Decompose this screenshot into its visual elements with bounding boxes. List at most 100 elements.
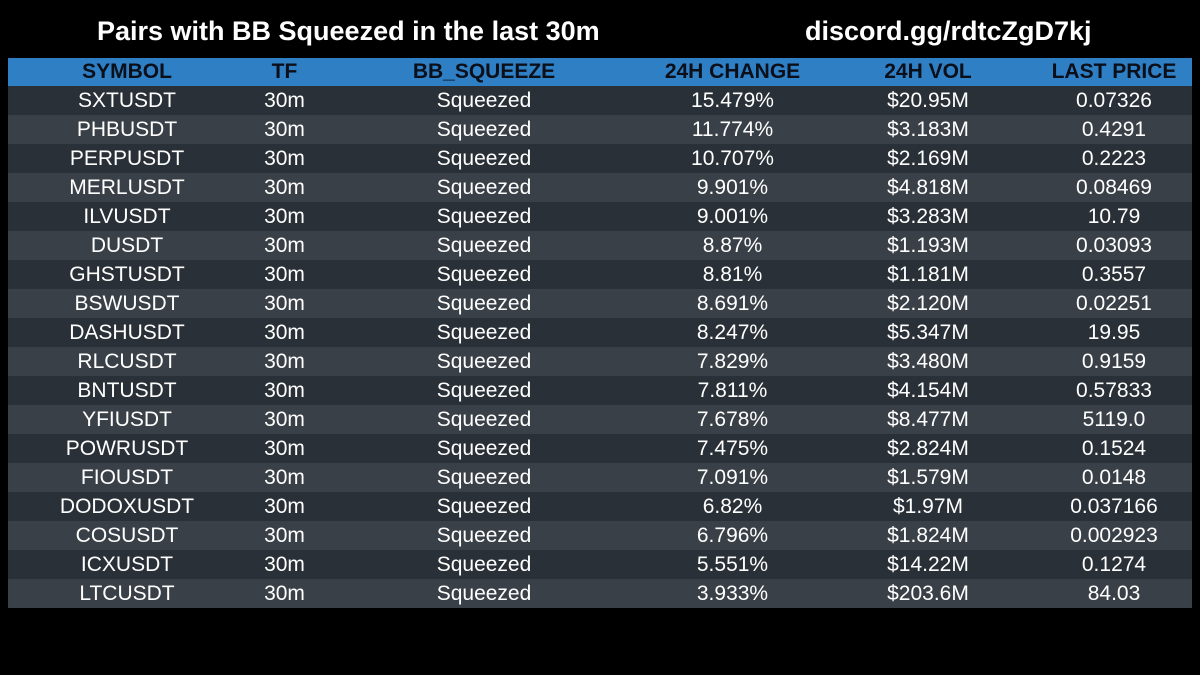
cell-tf: 30m bbox=[264, 291, 305, 315]
cell-symbol: RLCUSDT bbox=[77, 349, 177, 373]
cell-tf: 30m bbox=[264, 320, 305, 344]
cell-bb-squeeze: Squeezed bbox=[436, 175, 532, 199]
table-row[interactable]: DUSDT 30m Squeezed 8.87% $1.193M 0.03093 bbox=[8, 231, 1192, 260]
table-row[interactable]: COSUSDT 30m Squeezed 6.796% $1.824M 0.002923 bbox=[8, 521, 1192, 550]
cell-symbol: POWRUSDT bbox=[65, 436, 189, 460]
column-header-tf[interactable]: TF bbox=[271, 60, 298, 83]
cell-24h-vol: $2.120M bbox=[887, 291, 969, 315]
cell-tf: 30m bbox=[264, 233, 305, 257]
cell-bb-squeeze: Squeezed bbox=[436, 117, 532, 141]
cell-tf: 30m bbox=[264, 494, 305, 518]
cell-last-price: 0.037166 bbox=[1070, 494, 1158, 518]
cell-tf: 30m bbox=[264, 146, 305, 170]
table-row[interactable]: PHBUSDT 30m Squeezed 11.774% $3.183M 0.4291 bbox=[8, 115, 1192, 144]
cell-last-price: 0.08469 bbox=[1076, 175, 1152, 199]
cell-24h-change: 7.829% bbox=[696, 349, 769, 373]
cell-tf: 30m bbox=[264, 262, 305, 286]
table-row[interactable]: RLCUSDT 30m Squeezed 7.829% $3.480M 0.9159 bbox=[8, 347, 1192, 376]
table-row[interactable]: ICXUSDT 30m Squeezed 5.551% $14.22M 0.1274 bbox=[8, 550, 1192, 579]
column-header-symbol[interactable]: SYMBOL bbox=[82, 60, 172, 83]
cell-tf: 30m bbox=[264, 378, 305, 402]
cell-last-price: 5119.0 bbox=[1082, 407, 1146, 431]
cell-symbol: PERPUSDT bbox=[69, 146, 185, 170]
cell-tf: 30m bbox=[264, 552, 305, 576]
table-row[interactable]: PERPUSDT 30m Squeezed 10.707% $2.169M 0.2223 bbox=[8, 144, 1192, 173]
table-body: SXTUSDT 30m Squeezed 15.479% $20.95M 0.07326 P… bbox=[8, 86, 1192, 608]
cell-24h-vol: $1.579M bbox=[887, 465, 969, 489]
cell-24h-change: 6.796% bbox=[696, 523, 769, 547]
table-row[interactable]: DODOXUSDT 30m Squeezed 6.82% $1.97M 0.037166 bbox=[8, 492, 1192, 521]
cell-last-price: 10.79 bbox=[1087, 204, 1141, 228]
cell-symbol: ICXUSDT bbox=[80, 552, 174, 576]
cell-24h-change: 5.551% bbox=[696, 552, 769, 576]
cell-last-price: 0.2223 bbox=[1081, 146, 1147, 170]
cell-bb-squeeze: Squeezed bbox=[436, 146, 532, 170]
cell-24h-vol: $4.154M bbox=[887, 378, 969, 402]
cell-last-price: 0.1274 bbox=[1081, 552, 1147, 576]
table-row[interactable]: SXTUSDT 30m Squeezed 15.479% $20.95M 0.07326 bbox=[8, 86, 1192, 115]
cell-symbol: GHSTUSDT bbox=[69, 262, 185, 286]
table-row[interactable]: BNTUSDT 30m Squeezed 7.811% $4.154M 0.57833 bbox=[8, 376, 1192, 405]
cell-tf: 30m bbox=[264, 349, 305, 373]
cell-24h-vol: $3.183M bbox=[887, 117, 969, 141]
cell-24h-vol: $3.480M bbox=[887, 349, 969, 373]
cell-tf: 30m bbox=[264, 407, 305, 431]
cell-24h-change: 6.82% bbox=[702, 494, 763, 518]
cell-symbol: SXTUSDT bbox=[77, 88, 176, 112]
table-row[interactable]: BSWUSDT 30m Squeezed 8.691% $2.120M 0.02251 bbox=[8, 289, 1192, 318]
cell-symbol: PHBUSDT bbox=[76, 117, 178, 141]
cell-last-price: 0.4291 bbox=[1081, 117, 1147, 141]
cell-symbol: BNTUSDT bbox=[77, 378, 177, 402]
cell-tf: 30m bbox=[264, 204, 305, 228]
cell-24h-change: 7.678% bbox=[696, 407, 769, 431]
table-row[interactable]: ILVUSDT 30m Squeezed 9.001% $3.283M 10.79 bbox=[8, 202, 1192, 231]
column-header-bb-squeeze[interactable]: BB_SQUEEZE bbox=[412, 60, 556, 83]
squeeze-table: SYMBOL TF BB_SQUEEZE 24H CHANGE 24H VOL … bbox=[8, 58, 1192, 608]
discord-link[interactable]: discord.gg/rdtcZgD7kj bbox=[805, 16, 1092, 46]
cell-bb-squeeze: Squeezed bbox=[436, 407, 532, 431]
table-row[interactable]: MERLUSDT 30m Squeezed 9.901% $4.818M 0.08469 bbox=[8, 173, 1192, 202]
cell-symbol: COSUSDT bbox=[75, 523, 179, 547]
cell-24h-vol: $5.347M bbox=[887, 320, 969, 344]
cell-bb-squeeze: Squeezed bbox=[436, 204, 532, 228]
cell-24h-vol: $1.181M bbox=[887, 262, 969, 286]
cell-last-price: 0.03093 bbox=[1076, 233, 1152, 257]
table-row[interactable]: GHSTUSDT 30m Squeezed 8.81% $1.181M 0.3557 bbox=[8, 260, 1192, 289]
cell-bb-squeeze: Squeezed bbox=[436, 378, 532, 402]
table-row[interactable]: FIOUSDT 30m Squeezed 7.091% $1.579M 0.0148 bbox=[8, 463, 1192, 492]
table-row[interactable]: YFIUSDT 30m Squeezed 7.678% $8.477M 5119.0 bbox=[8, 405, 1192, 434]
cell-bb-squeeze: Squeezed bbox=[436, 581, 532, 605]
cell-symbol: BSWUSDT bbox=[74, 291, 180, 315]
cell-24h-vol: $1.193M bbox=[887, 233, 969, 257]
cell-bb-squeeze: Squeezed bbox=[436, 320, 532, 344]
cell-24h-vol: $8.477M bbox=[887, 407, 969, 431]
column-header-24h-vol[interactable]: 24H VOL bbox=[884, 60, 972, 83]
cell-last-price: 0.0148 bbox=[1081, 465, 1147, 489]
cell-24h-vol: $4.818M bbox=[887, 175, 969, 199]
cell-last-price: 84.03 bbox=[1087, 581, 1141, 605]
cell-24h-change: 11.774% bbox=[691, 117, 774, 141]
cell-24h-change: 15.479% bbox=[691, 88, 774, 112]
column-header-last-price[interactable]: LAST PRICE bbox=[1051, 60, 1177, 83]
cell-24h-change: 7.811% bbox=[697, 378, 768, 402]
table-row[interactable]: LTCUSDT 30m Squeezed 3.933% $203.6M 84.03 bbox=[8, 579, 1192, 608]
cell-bb-squeeze: Squeezed bbox=[436, 494, 532, 518]
cell-last-price: 19.95 bbox=[1087, 320, 1141, 344]
table-header-row: SYMBOL TF BB_SQUEEZE 24H CHANGE 24H VOL … bbox=[8, 58, 1192, 86]
cell-bb-squeeze: Squeezed bbox=[436, 465, 532, 489]
cell-symbol: DODOXUSDT bbox=[59, 494, 195, 518]
cell-symbol: ILVUSDT bbox=[83, 204, 171, 228]
cell-tf: 30m bbox=[264, 465, 305, 489]
cell-24h-change: 7.475% bbox=[696, 436, 769, 460]
cell-symbol: YFIUSDT bbox=[82, 407, 172, 431]
page-title: Pairs with BB Squeezed in the last 30m bbox=[97, 16, 600, 46]
cell-24h-vol: $2.169M bbox=[887, 146, 969, 170]
column-header-24h-change[interactable]: 24H CHANGE bbox=[664, 60, 801, 83]
cell-last-price: 0.07326 bbox=[1076, 88, 1152, 112]
cell-24h-vol: $14.22M bbox=[887, 552, 969, 576]
cell-tf: 30m bbox=[264, 581, 305, 605]
cell-24h-vol: $203.6M bbox=[887, 581, 969, 605]
table-row[interactable]: DASHUSDT 30m Squeezed 8.247% $5.347M 19.95 bbox=[8, 318, 1192, 347]
table-row[interactable]: POWRUSDT 30m Squeezed 7.475% $2.824M 0.1524 bbox=[8, 434, 1192, 463]
cell-bb-squeeze: Squeezed bbox=[436, 436, 532, 460]
